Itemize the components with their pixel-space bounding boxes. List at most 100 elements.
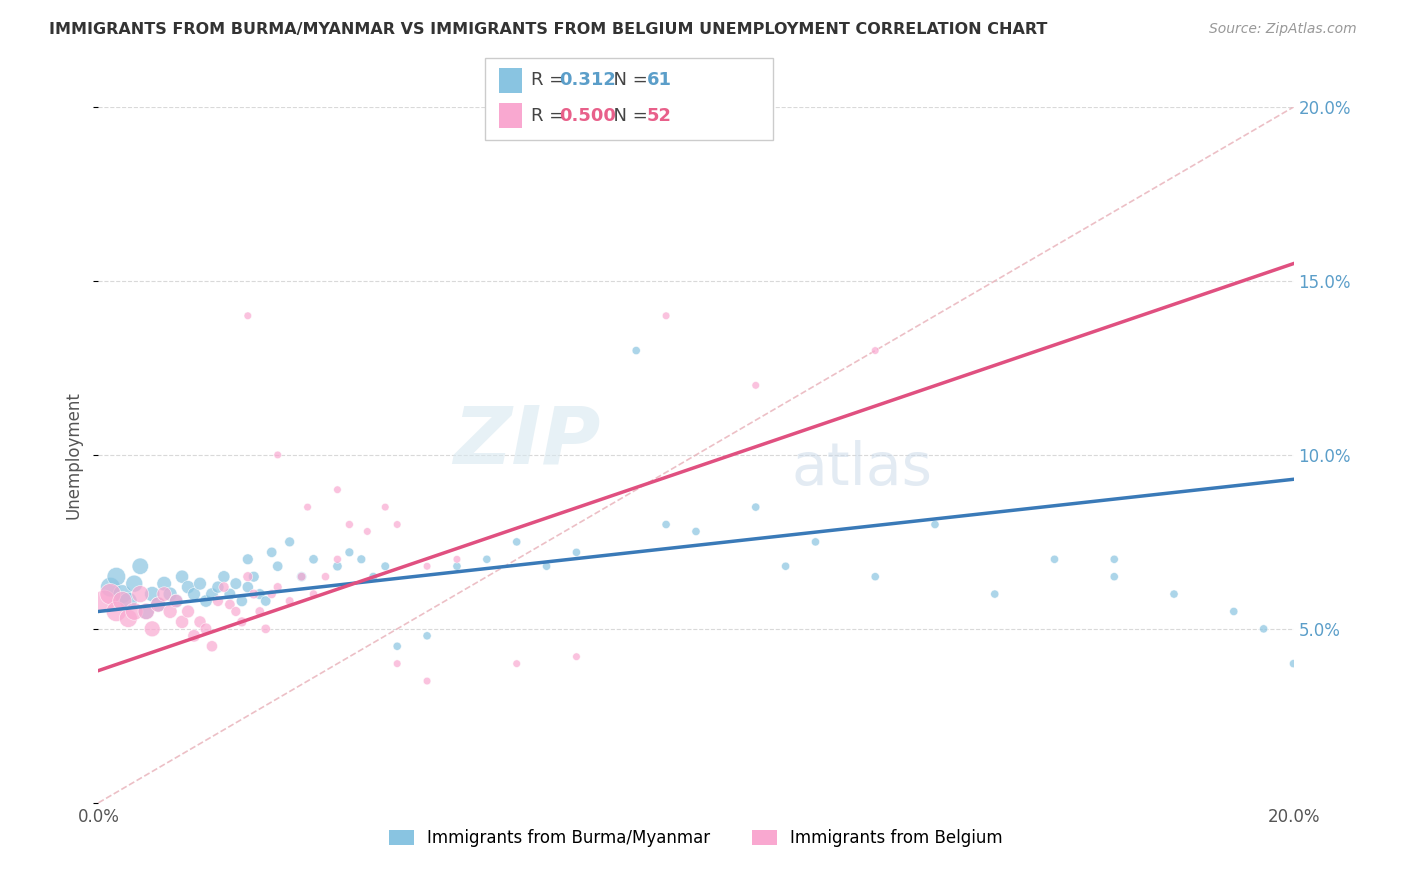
Text: 0.312: 0.312 xyxy=(560,71,616,89)
Point xyxy=(865,570,887,584)
Point xyxy=(254,594,277,608)
Point xyxy=(172,615,194,629)
Point xyxy=(297,500,319,514)
Point xyxy=(260,587,283,601)
Point xyxy=(124,605,146,619)
Point xyxy=(129,559,152,574)
Point xyxy=(231,615,253,629)
Point xyxy=(416,674,439,689)
Point xyxy=(159,605,181,619)
Point xyxy=(201,587,224,601)
Point xyxy=(446,552,468,566)
Text: IMMIGRANTS FROM BURMA/MYANMAR VS IMMIGRANTS FROM BELGIUM UNEMPLOYMENT CORRELATIO: IMMIGRANTS FROM BURMA/MYANMAR VS IMMIGRA… xyxy=(49,22,1047,37)
Point xyxy=(267,580,290,594)
Point xyxy=(374,500,396,514)
Point xyxy=(385,639,409,653)
Point xyxy=(148,598,170,612)
Point xyxy=(243,570,266,584)
Point xyxy=(291,570,314,584)
Point xyxy=(105,570,128,584)
Point xyxy=(1253,622,1275,636)
Point xyxy=(135,605,157,619)
Point xyxy=(339,517,361,532)
Point xyxy=(685,524,707,539)
Point xyxy=(135,605,157,619)
Point xyxy=(111,587,134,601)
Point xyxy=(141,587,163,601)
Point xyxy=(267,448,290,462)
Point xyxy=(195,622,218,636)
Point xyxy=(363,570,385,584)
Point xyxy=(565,545,588,559)
Text: N =: N = xyxy=(602,107,654,125)
Point xyxy=(249,605,271,619)
Point xyxy=(416,629,439,643)
Point xyxy=(475,552,498,566)
Text: 0.500: 0.500 xyxy=(560,107,616,125)
Point xyxy=(105,605,128,619)
Text: Source: ZipAtlas.com: Source: ZipAtlas.com xyxy=(1209,22,1357,37)
Point xyxy=(141,622,163,636)
Point xyxy=(291,570,314,584)
Point xyxy=(188,615,211,629)
Text: atlas: atlas xyxy=(792,441,932,498)
Text: R =: R = xyxy=(531,107,571,125)
Point xyxy=(159,587,181,601)
Point xyxy=(326,559,349,574)
Point xyxy=(195,594,218,608)
Point xyxy=(236,580,259,594)
Text: ZIP: ZIP xyxy=(453,402,600,480)
Point xyxy=(219,598,242,612)
Point xyxy=(117,594,139,608)
Point xyxy=(506,657,529,671)
Point xyxy=(236,552,259,566)
Point xyxy=(93,594,115,608)
Text: R =: R = xyxy=(531,71,571,89)
Point xyxy=(111,594,134,608)
Point xyxy=(188,576,211,591)
Point xyxy=(446,559,468,574)
Point xyxy=(225,576,247,591)
Point xyxy=(339,545,361,559)
Point xyxy=(231,594,253,608)
Point xyxy=(183,587,205,601)
Point xyxy=(249,587,271,601)
Point xyxy=(655,309,678,323)
Point xyxy=(350,552,373,566)
Point xyxy=(1163,587,1185,601)
Point xyxy=(924,517,946,532)
Point xyxy=(124,576,146,591)
Point xyxy=(129,587,152,601)
Point xyxy=(1104,552,1126,566)
Point xyxy=(278,594,301,608)
Point xyxy=(565,649,588,664)
Point xyxy=(626,343,648,358)
Y-axis label: Unemployment: Unemployment xyxy=(65,391,83,519)
Point xyxy=(243,587,266,601)
Point xyxy=(278,534,301,549)
Point xyxy=(207,580,229,594)
Point xyxy=(385,517,409,532)
Point xyxy=(98,587,122,601)
Point xyxy=(153,576,176,591)
Point xyxy=(374,559,396,574)
Point xyxy=(219,587,242,601)
Point xyxy=(172,570,194,584)
Point xyxy=(267,559,290,574)
Point xyxy=(177,580,200,594)
Point xyxy=(212,580,235,594)
Point xyxy=(506,534,529,549)
Point xyxy=(177,605,200,619)
Point xyxy=(98,580,122,594)
Point xyxy=(212,570,235,584)
Text: 61: 61 xyxy=(647,71,672,89)
Point xyxy=(1043,552,1066,566)
Point xyxy=(201,639,224,653)
Point xyxy=(536,559,558,574)
Text: 52: 52 xyxy=(647,107,672,125)
Point xyxy=(326,552,349,566)
Point xyxy=(804,534,827,549)
Point xyxy=(254,622,277,636)
Point xyxy=(260,545,283,559)
Point xyxy=(165,594,187,608)
